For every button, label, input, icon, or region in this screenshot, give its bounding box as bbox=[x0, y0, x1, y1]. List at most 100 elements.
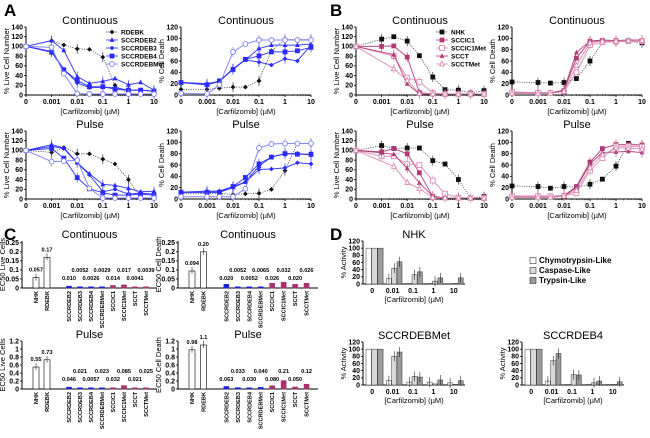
legend-label: Caspase-Like bbox=[539, 266, 591, 275]
marker-circle-open bbox=[112, 91, 118, 97]
bar bbox=[200, 344, 207, 390]
y-tick-label: 0.6 bbox=[9, 362, 19, 369]
marker-square bbox=[243, 175, 248, 180]
marker-triangle bbox=[295, 42, 300, 48]
y-tick-label: 60 bbox=[345, 63, 353, 70]
x-tick-label: 0.1 bbox=[408, 288, 418, 295]
bar bbox=[77, 286, 83, 289]
y-tick-label: 120 bbox=[507, 339, 519, 346]
marker-square bbox=[439, 29, 445, 35]
y-tick-label: 80 bbox=[511, 354, 519, 361]
marker-square bbox=[439, 37, 445, 43]
marker-triangle-open bbox=[352, 146, 360, 153]
marker-triangle bbox=[49, 37, 54, 43]
marker-square bbox=[509, 183, 515, 189]
x-tick-label: 0.01 bbox=[386, 389, 400, 396]
marker-square bbox=[417, 170, 422, 176]
y-axis-label: EC50 Live Cells bbox=[0, 338, 7, 392]
marker-diamond bbox=[100, 54, 106, 60]
y-tick-label: 60 bbox=[501, 162, 509, 169]
bar-value-label: 0.0041 bbox=[126, 276, 143, 282]
bar-value-label: 0.021 bbox=[128, 377, 142, 383]
x-category-label: SCCRDEB4 bbox=[89, 290, 95, 322]
x-axis-label: [Carfilzomib] (µM) bbox=[547, 211, 607, 220]
bar bbox=[99, 286, 105, 289]
y-tick-label: 60 bbox=[511, 361, 519, 368]
marker-diamond bbox=[87, 151, 92, 157]
legend-label: SCCIC1 bbox=[451, 37, 475, 44]
marker-square bbox=[308, 151, 314, 157]
x-category-label: SCCT bbox=[293, 391, 299, 407]
y-tick-label: 60 bbox=[345, 167, 353, 174]
bar-Chymotrypsin-Like bbox=[565, 384, 572, 386]
x-category-label: SCCRDEB2 bbox=[224, 392, 230, 423]
y-axis-label: EC50 Cell Death bbox=[154, 337, 163, 393]
bar bbox=[143, 387, 149, 390]
marker-square bbox=[509, 79, 515, 85]
y-tick-label: 0 bbox=[505, 196, 509, 203]
y-tick-label: 40 bbox=[511, 368, 519, 375]
bar-value-label: 0.046 bbox=[62, 377, 76, 383]
series-line bbox=[355, 145, 485, 199]
x-tick-label: 1 bbox=[614, 99, 618, 106]
marker-circle-open bbox=[282, 140, 288, 147]
x-axis-label: [Carfilzomib] (µM) bbox=[216, 211, 276, 220]
y-tick-label: 1 bbox=[15, 346, 19, 353]
x-tick-label: 0.001 bbox=[198, 99, 216, 106]
bar bbox=[121, 284, 127, 289]
marker-circle-open bbox=[60, 70, 67, 77]
y-tick-label: 0 bbox=[349, 92, 353, 99]
marker-triangle-open bbox=[599, 150, 606, 158]
marker-diamond bbox=[256, 167, 262, 172]
x-tick-label: 0.1 bbox=[585, 99, 595, 106]
marker-circle-open bbox=[230, 193, 236, 200]
bar-value-label: 0.55 bbox=[31, 357, 42, 363]
bar-value-label: 0.063 bbox=[219, 377, 233, 383]
marker-square bbox=[295, 48, 300, 54]
marker-diamond bbox=[112, 161, 118, 167]
x-tick-label: 1 bbox=[590, 389, 594, 396]
marker-circle-open bbox=[242, 41, 249, 47]
series-line bbox=[25, 144, 155, 193]
y-axis-label: % Live Cell Number bbox=[332, 27, 341, 94]
x-category-label: SCCIC1 bbox=[270, 392, 276, 413]
x-tick-label: 0 bbox=[179, 99, 183, 106]
x-category-label: SCCTMet bbox=[305, 392, 311, 417]
marker-triangle-open bbox=[638, 36, 646, 43]
bar-value-label: 0.21 bbox=[278, 369, 289, 375]
y-tick-label: 0.25 bbox=[161, 240, 175, 247]
marker-square bbox=[308, 45, 314, 50]
y-axis-label: % Cell Death bbox=[157, 143, 166, 187]
chart-B-cont-death: 0 20 40 60 80 100 120 % Cell Death Continuous 0 0.… bbox=[488, 15, 646, 116]
bar bbox=[223, 284, 230, 289]
bar-Caspase-Like bbox=[611, 384, 618, 386]
y-tick-label: 20 bbox=[15, 187, 23, 194]
chart-title: Pulse bbox=[563, 119, 591, 131]
bar-value-label: 0.0052 bbox=[229, 268, 246, 274]
y-tick-label: 100 bbox=[348, 346, 360, 353]
marker-circle-open bbox=[109, 61, 115, 67]
legend-label: Trypsin-Like bbox=[539, 276, 587, 285]
marker-triangle-open bbox=[534, 89, 542, 96]
chart-title: Pulse bbox=[76, 119, 104, 131]
marker-triangle-open bbox=[573, 186, 580, 193]
x-category-label: SCCRDEBMet bbox=[259, 291, 265, 328]
y-axis-label: % Activity bbox=[498, 347, 507, 379]
y-axis-label: EC50 Live Cells bbox=[0, 238, 7, 292]
marker-triangle bbox=[126, 185, 131, 191]
y-tick-label: 0 bbox=[19, 92, 23, 99]
y-axis-label: % Live Cell Number bbox=[2, 27, 11, 94]
x-category-label: SCCT bbox=[293, 290, 299, 306]
y-tick-label: 0 bbox=[349, 196, 353, 203]
y-tick-label: 20 bbox=[352, 375, 360, 382]
x-tick-label: 0.001 bbox=[529, 203, 547, 210]
bar-Chymotrypsin-Like bbox=[524, 348, 531, 386]
bar-value-label: 0.0029 bbox=[93, 268, 110, 274]
bar-Caspase-Like bbox=[371, 348, 378, 386]
y-tick-label: 100 bbox=[166, 36, 178, 43]
marker-triangle-open bbox=[467, 194, 474, 201]
marker-square bbox=[600, 146, 605, 151]
chart-title: Pulse bbox=[406, 119, 434, 131]
bar bbox=[303, 282, 310, 289]
